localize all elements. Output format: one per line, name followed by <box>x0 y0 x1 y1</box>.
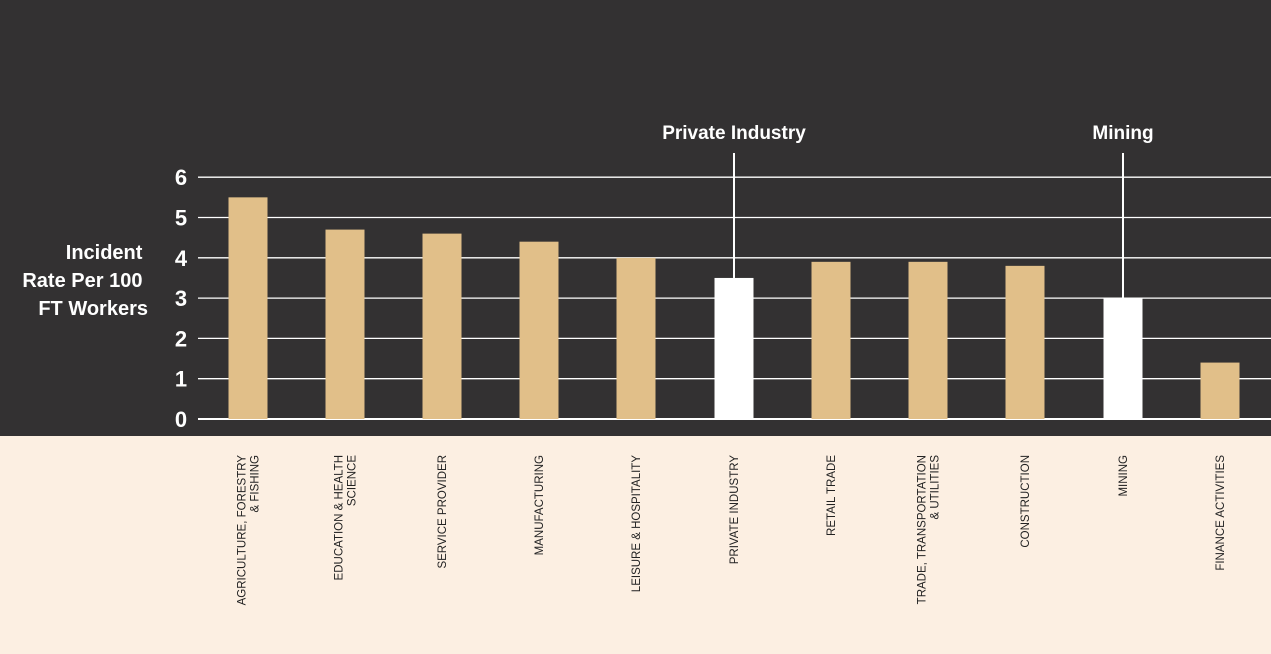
x-category-label-line: & UTILITIES <box>930 455 942 520</box>
bar <box>1103 298 1143 419</box>
y-axis-ticks: 0 1 2 3 4 5 6 <box>175 165 188 432</box>
x-category-label-line: MINING <box>1118 455 1130 497</box>
bar <box>811 261 851 419</box>
x-category-label-line: LEISURE & HOSPITALITY <box>631 455 643 593</box>
bar <box>325 229 365 419</box>
x-category-label-line: SCIENCE <box>347 455 359 506</box>
y-tick-label: 0 <box>175 407 187 432</box>
y-tick-label: 4 <box>175 246 188 271</box>
bar <box>422 233 462 419</box>
x-category-label-line: RETAIL TRADE <box>826 455 838 536</box>
x-category-label: CONSTRUCTION <box>1020 455 1032 548</box>
bar <box>714 277 754 419</box>
y-axis-label: Incident Rate Per 100 FT Workers <box>22 242 148 320</box>
x-axis-category-labels: AGRICULTURE, FORESTRY& FISHING EDUCATION … <box>237 455 1228 606</box>
y-tick-label: 1 <box>175 367 187 392</box>
x-category-label: AGRICULTURE, FORESTRY& FISHING <box>237 455 262 606</box>
x-category-label: TRADE, TRANSPORTATION& UTILITIES <box>917 455 942 605</box>
x-category-label-line: TRADE, TRANSPORTATION <box>917 455 929 604</box>
x-category-label: LEISURE & HOSPITALITY <box>631 455 643 593</box>
x-category-label-line: SERVICE PROVIDER <box>437 455 449 569</box>
bar <box>616 257 656 419</box>
x-category-label: SERVICE PROVIDER <box>437 455 449 569</box>
bar <box>228 197 268 419</box>
y-axis-label-line: Incident <box>66 242 143 264</box>
bar <box>1005 265 1045 419</box>
annotation-label: Private Industry <box>662 123 806 144</box>
x-category-label: RETAIL TRADE <box>826 455 838 536</box>
x-category-label-line: AGRICULTURE, FORESTRY <box>237 455 249 606</box>
bar <box>1200 362 1240 419</box>
x-category-label: MINING <box>1118 455 1130 497</box>
x-category-label-line: MANUFACTURING <box>534 455 546 555</box>
x-category-label: FINANCE ACTIVITIES <box>1215 455 1227 571</box>
y-tick-label: 6 <box>175 165 187 190</box>
x-category-label: PRIVATE INDUSTRY <box>729 455 741 565</box>
x-category-label-line: CONSTRUCTION <box>1020 455 1032 548</box>
bar <box>908 261 948 419</box>
annotations: Private Industry Mining <box>662 123 1154 299</box>
bars <box>228 197 1240 419</box>
annotation-label: Mining <box>1092 123 1153 144</box>
x-category-label-line: & FISHING <box>250 455 262 513</box>
y-tick-label: 5 <box>175 206 187 231</box>
x-category-label-line: EDUCATION & HEALTH <box>334 455 346 580</box>
x-category-label-line: PRIVATE INDUSTRY <box>729 455 741 565</box>
bar <box>519 241 559 419</box>
y-tick-label: 2 <box>175 326 187 351</box>
x-category-label: EDUCATION & HEALTHSCIENCE <box>334 455 359 581</box>
x-category-label: MANUFACTURING <box>534 455 546 555</box>
x-category-label-line: FINANCE ACTIVITIES <box>1215 455 1227 571</box>
y-tick-label: 3 <box>175 286 187 311</box>
category-label-band <box>0 436 1271 654</box>
y-axis-label-line: Rate Per 100 <box>22 270 142 292</box>
y-axis-label-line: FT Workers <box>38 298 148 320</box>
